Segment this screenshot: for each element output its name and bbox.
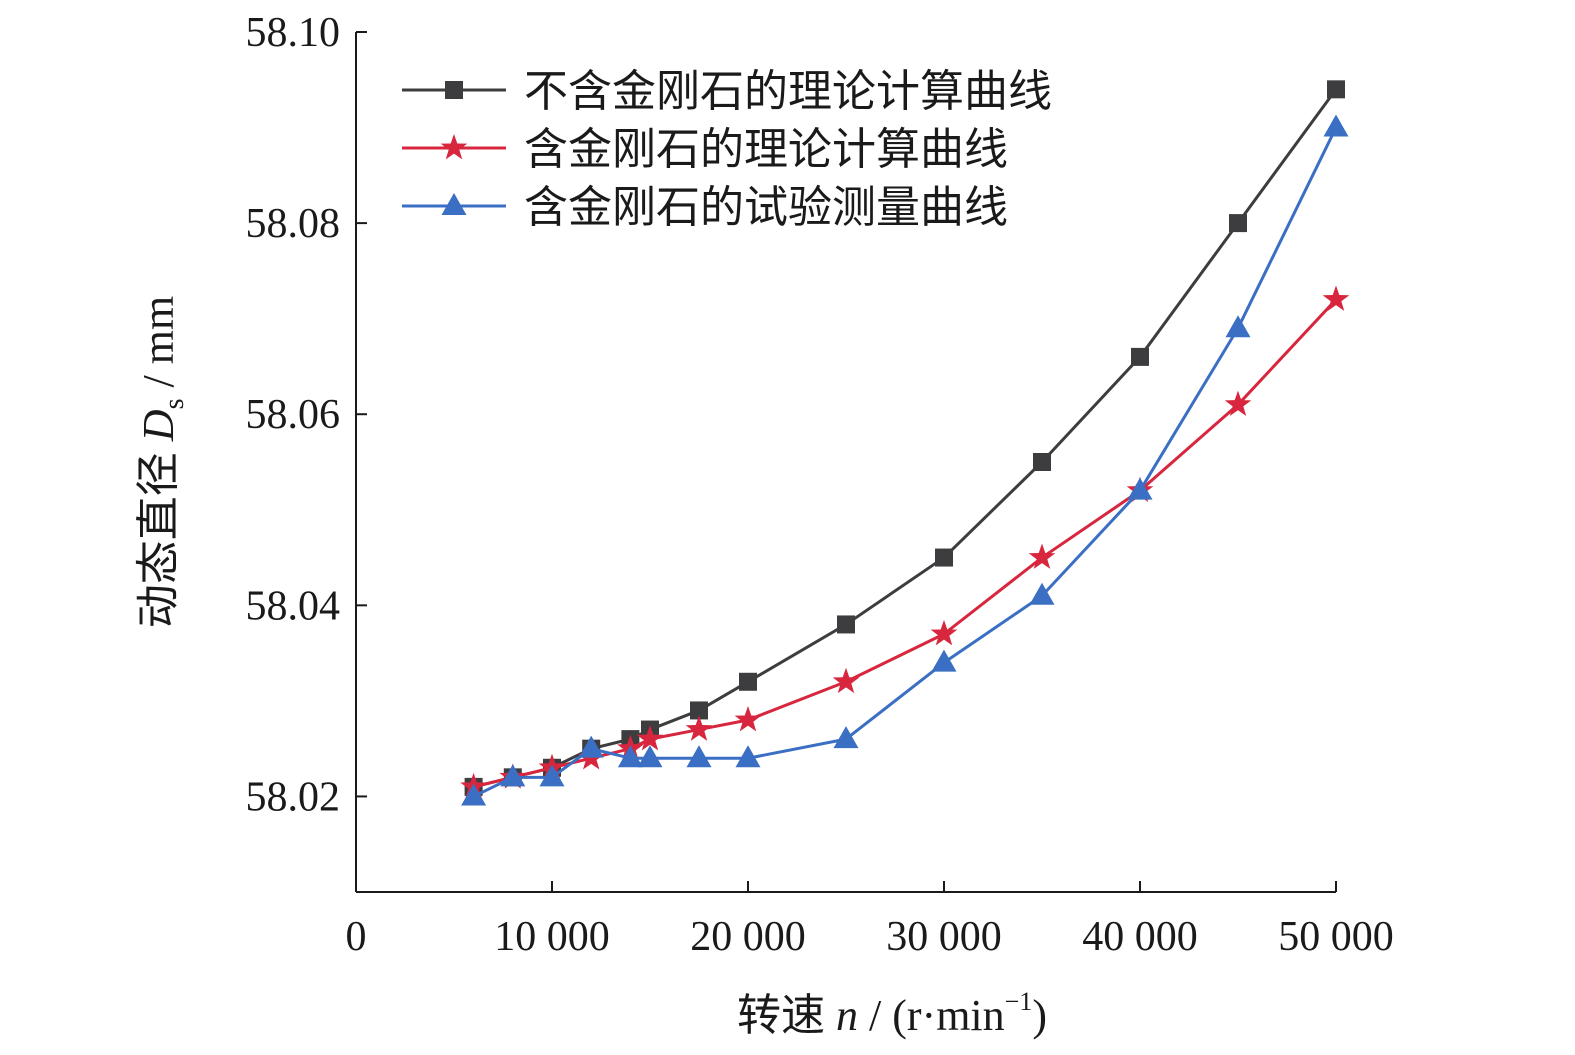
legend-swatch-marker <box>440 134 468 160</box>
series-3-point <box>539 764 565 787</box>
series-3-point <box>500 764 526 787</box>
series-3-line <box>472 126 1338 798</box>
series-2-line <box>473 298 1338 789</box>
x-axis-title: 转速 n / (r·min−1) <box>737 987 1047 1040</box>
x-tick-label: 20 000 <box>690 914 806 960</box>
y-axis-title-variable: D <box>134 409 183 442</box>
y-tick-label: 58.06 <box>246 392 341 438</box>
series-3-point <box>578 735 604 758</box>
series-3-point <box>1323 114 1349 137</box>
x-axis-title-unit: / (r·min <box>858 991 1005 1040</box>
series-3-point <box>735 745 761 768</box>
y-tick-label: 58.02 <box>246 774 341 820</box>
legend-item: 含金刚石的试验测量曲线 <box>402 183 1008 232</box>
series-1-point <box>1229 214 1247 233</box>
series-2-point <box>734 706 762 732</box>
x-tick-label: 0 <box>346 914 367 960</box>
series-3-point <box>637 745 663 768</box>
series-1-point <box>1131 347 1149 366</box>
series-3-point <box>1127 477 1153 500</box>
series-1-point <box>1033 453 1051 471</box>
legend-label: 含金刚石的理论计算曲线 <box>524 125 1008 174</box>
series-3-point <box>617 745 643 768</box>
y-tick-label: 58.04 <box>246 583 341 629</box>
series-layer <box>460 80 1350 806</box>
x-axis-title-variable: n <box>836 991 858 1040</box>
series-3-point <box>461 783 487 806</box>
y-axis-title-prefix: 动态直径 <box>134 441 183 628</box>
series-2-point <box>930 620 958 646</box>
legend-swatch-marker <box>441 193 467 215</box>
series-1-point <box>690 701 708 720</box>
series-1-point <box>1327 80 1345 99</box>
x-axis-title-close: ) <box>1032 991 1047 1040</box>
series-3-point <box>1225 315 1251 338</box>
legend-item: 不含金刚石的理论计算曲线 <box>402 67 1052 116</box>
y-axis-title: 动态直径 Ds / mm <box>134 296 190 628</box>
legend-item: 含金刚石的理论计算曲线 <box>402 125 1008 174</box>
series-2-point <box>1322 285 1350 311</box>
x-axis-title-unit-superscript: −1 <box>1005 987 1033 1016</box>
x-tick-label: 30 000 <box>886 914 1002 960</box>
series-3-point <box>1029 582 1055 605</box>
series-3-point <box>686 745 712 768</box>
x-tick-label: 50 000 <box>1278 914 1394 960</box>
series-1-point <box>837 615 855 634</box>
axes <box>355 32 1336 893</box>
series-2-point <box>1224 390 1252 416</box>
y-tick-label: 58.08 <box>246 201 341 247</box>
series-3-point <box>931 649 957 672</box>
x-tick-label: 40 000 <box>1082 914 1198 960</box>
y-ticks: 58.02 58.04 58.06 58.08 58.10 <box>246 10 367 820</box>
y-axis-title-subscript: s <box>159 399 190 410</box>
series-2-point <box>636 725 664 751</box>
legend-label: 不含金刚石的理论计算曲线 <box>524 67 1052 116</box>
series-2-point <box>1028 543 1056 569</box>
series-2-point <box>685 715 713 741</box>
series-2-point <box>832 667 860 694</box>
series-1-point <box>739 672 757 691</box>
legend-swatch-marker <box>445 81 463 99</box>
y-tick-label: 58.10 <box>246 10 341 56</box>
series-3-point <box>833 726 859 749</box>
x-axis-title-prefix: 转速 <box>737 991 836 1040</box>
series-1-point <box>935 548 953 567</box>
x-ticks: 0 10 000 20 000 30 000 40 000 50 000 <box>346 881 1394 960</box>
legend-label: 含金刚石的试验测量曲线 <box>524 183 1008 232</box>
series-3 <box>461 114 1349 806</box>
x-tick-label: 10 000 <box>494 914 610 960</box>
y-axis-title-unit: / mm <box>134 296 183 399</box>
